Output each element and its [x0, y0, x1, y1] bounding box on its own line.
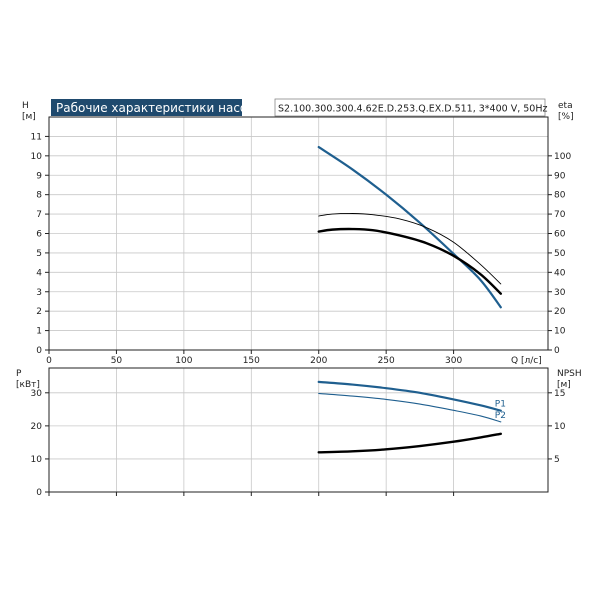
x-tick-label: 50	[111, 356, 123, 366]
right-tick-label: 15	[554, 389, 565, 399]
bottom-left-axis-label: P [кВт]	[16, 369, 40, 390]
left-tick-label: 6	[36, 230, 42, 240]
right-tick-label: 80	[554, 191, 566, 201]
x-tick-label: 0	[46, 356, 52, 366]
bottom-right-axis-label: NPSH [м]	[557, 369, 582, 390]
x-tick-label: 100	[175, 356, 192, 366]
top-tick-labels: 0 1 2 3 4 5 6 7 8 9 10 11 0 10 20 30 40 50 60 70 80 90 100 0 50 1…	[31, 132, 572, 366]
x-tick-label: 300	[445, 356, 462, 366]
left-tick-label: 4	[36, 268, 42, 278]
left-tick-label: 7	[36, 210, 42, 220]
bottom-series-2-line	[317, 432, 502, 454]
model-box	[274, 98, 546, 117]
series-label-p1: P1	[495, 400, 506, 410]
left-tick-label: 10	[31, 455, 43, 465]
right-tick-label: 10	[554, 327, 566, 337]
left-tick-label: 10	[31, 152, 43, 162]
left-tick-label: 5	[36, 249, 42, 259]
left-tick-label: 11	[31, 132, 42, 142]
right-tick-label: 20	[554, 307, 566, 317]
right-tick-label: 5	[554, 455, 560, 465]
right-tick-label: 50	[554, 249, 566, 259]
right-tick-label: 90	[554, 171, 566, 181]
right-tick-label: 10	[554, 422, 566, 432]
left-tick-label: 30	[31, 389, 43, 399]
bottom-grid	[49, 368, 548, 492]
left-tick-label: 2	[36, 307, 42, 317]
top-left-axis-label: H [м]	[22, 101, 36, 122]
x-tick-label: 150	[243, 356, 260, 366]
right-tick-label: 70	[554, 210, 566, 220]
right-tick-label: 60	[554, 230, 566, 240]
right-tick-label: 0	[554, 346, 560, 356]
top-curves	[317, 145, 502, 309]
right-tick-label: 40	[554, 268, 566, 278]
right-tick-label: 100	[554, 152, 571, 162]
chart-subtitle: S2.100.300.300.4.62E.D.253.Q.EX.D.511, 3…	[278, 104, 547, 115]
bottom-series-1-line	[318, 392, 502, 423]
bottom-plot-frame	[48, 367, 549, 493]
top-series-1-line	[317, 227, 502, 295]
x-tick-label: 200	[310, 356, 327, 366]
series-label-p2: P2	[495, 411, 506, 421]
left-tick-label: 3	[36, 288, 42, 298]
bottom-series-0-line	[317, 380, 502, 412]
top-grid	[49, 117, 548, 350]
left-tick-label: 8	[36, 191, 42, 201]
chart-title: Рабочие характеристики насоса	[56, 101, 261, 115]
top-series-0-line	[317, 145, 502, 309]
left-tick-label: 0	[36, 488, 42, 498]
left-tick-label: 20	[31, 422, 43, 432]
left-tick-label: 1	[36, 327, 42, 337]
bottom-tick-labels: 0 10 20 30 5 10 15	[31, 389, 566, 498]
left-tick-label: 9	[36, 171, 42, 181]
left-tick-label: 0	[36, 346, 42, 356]
top-series-2-line	[318, 213, 502, 285]
chart-title-badge	[51, 99, 242, 116]
x-tick-label: 250	[378, 356, 395, 366]
axis-names: H [м] eta [%] P [кВт] NPSH [м]	[16, 101, 582, 390]
x-axis-label: Q [л/с]	[511, 356, 542, 366]
top-right-axis-label: eta [%]	[558, 101, 574, 122]
right-tick-label: 30	[554, 288, 566, 298]
